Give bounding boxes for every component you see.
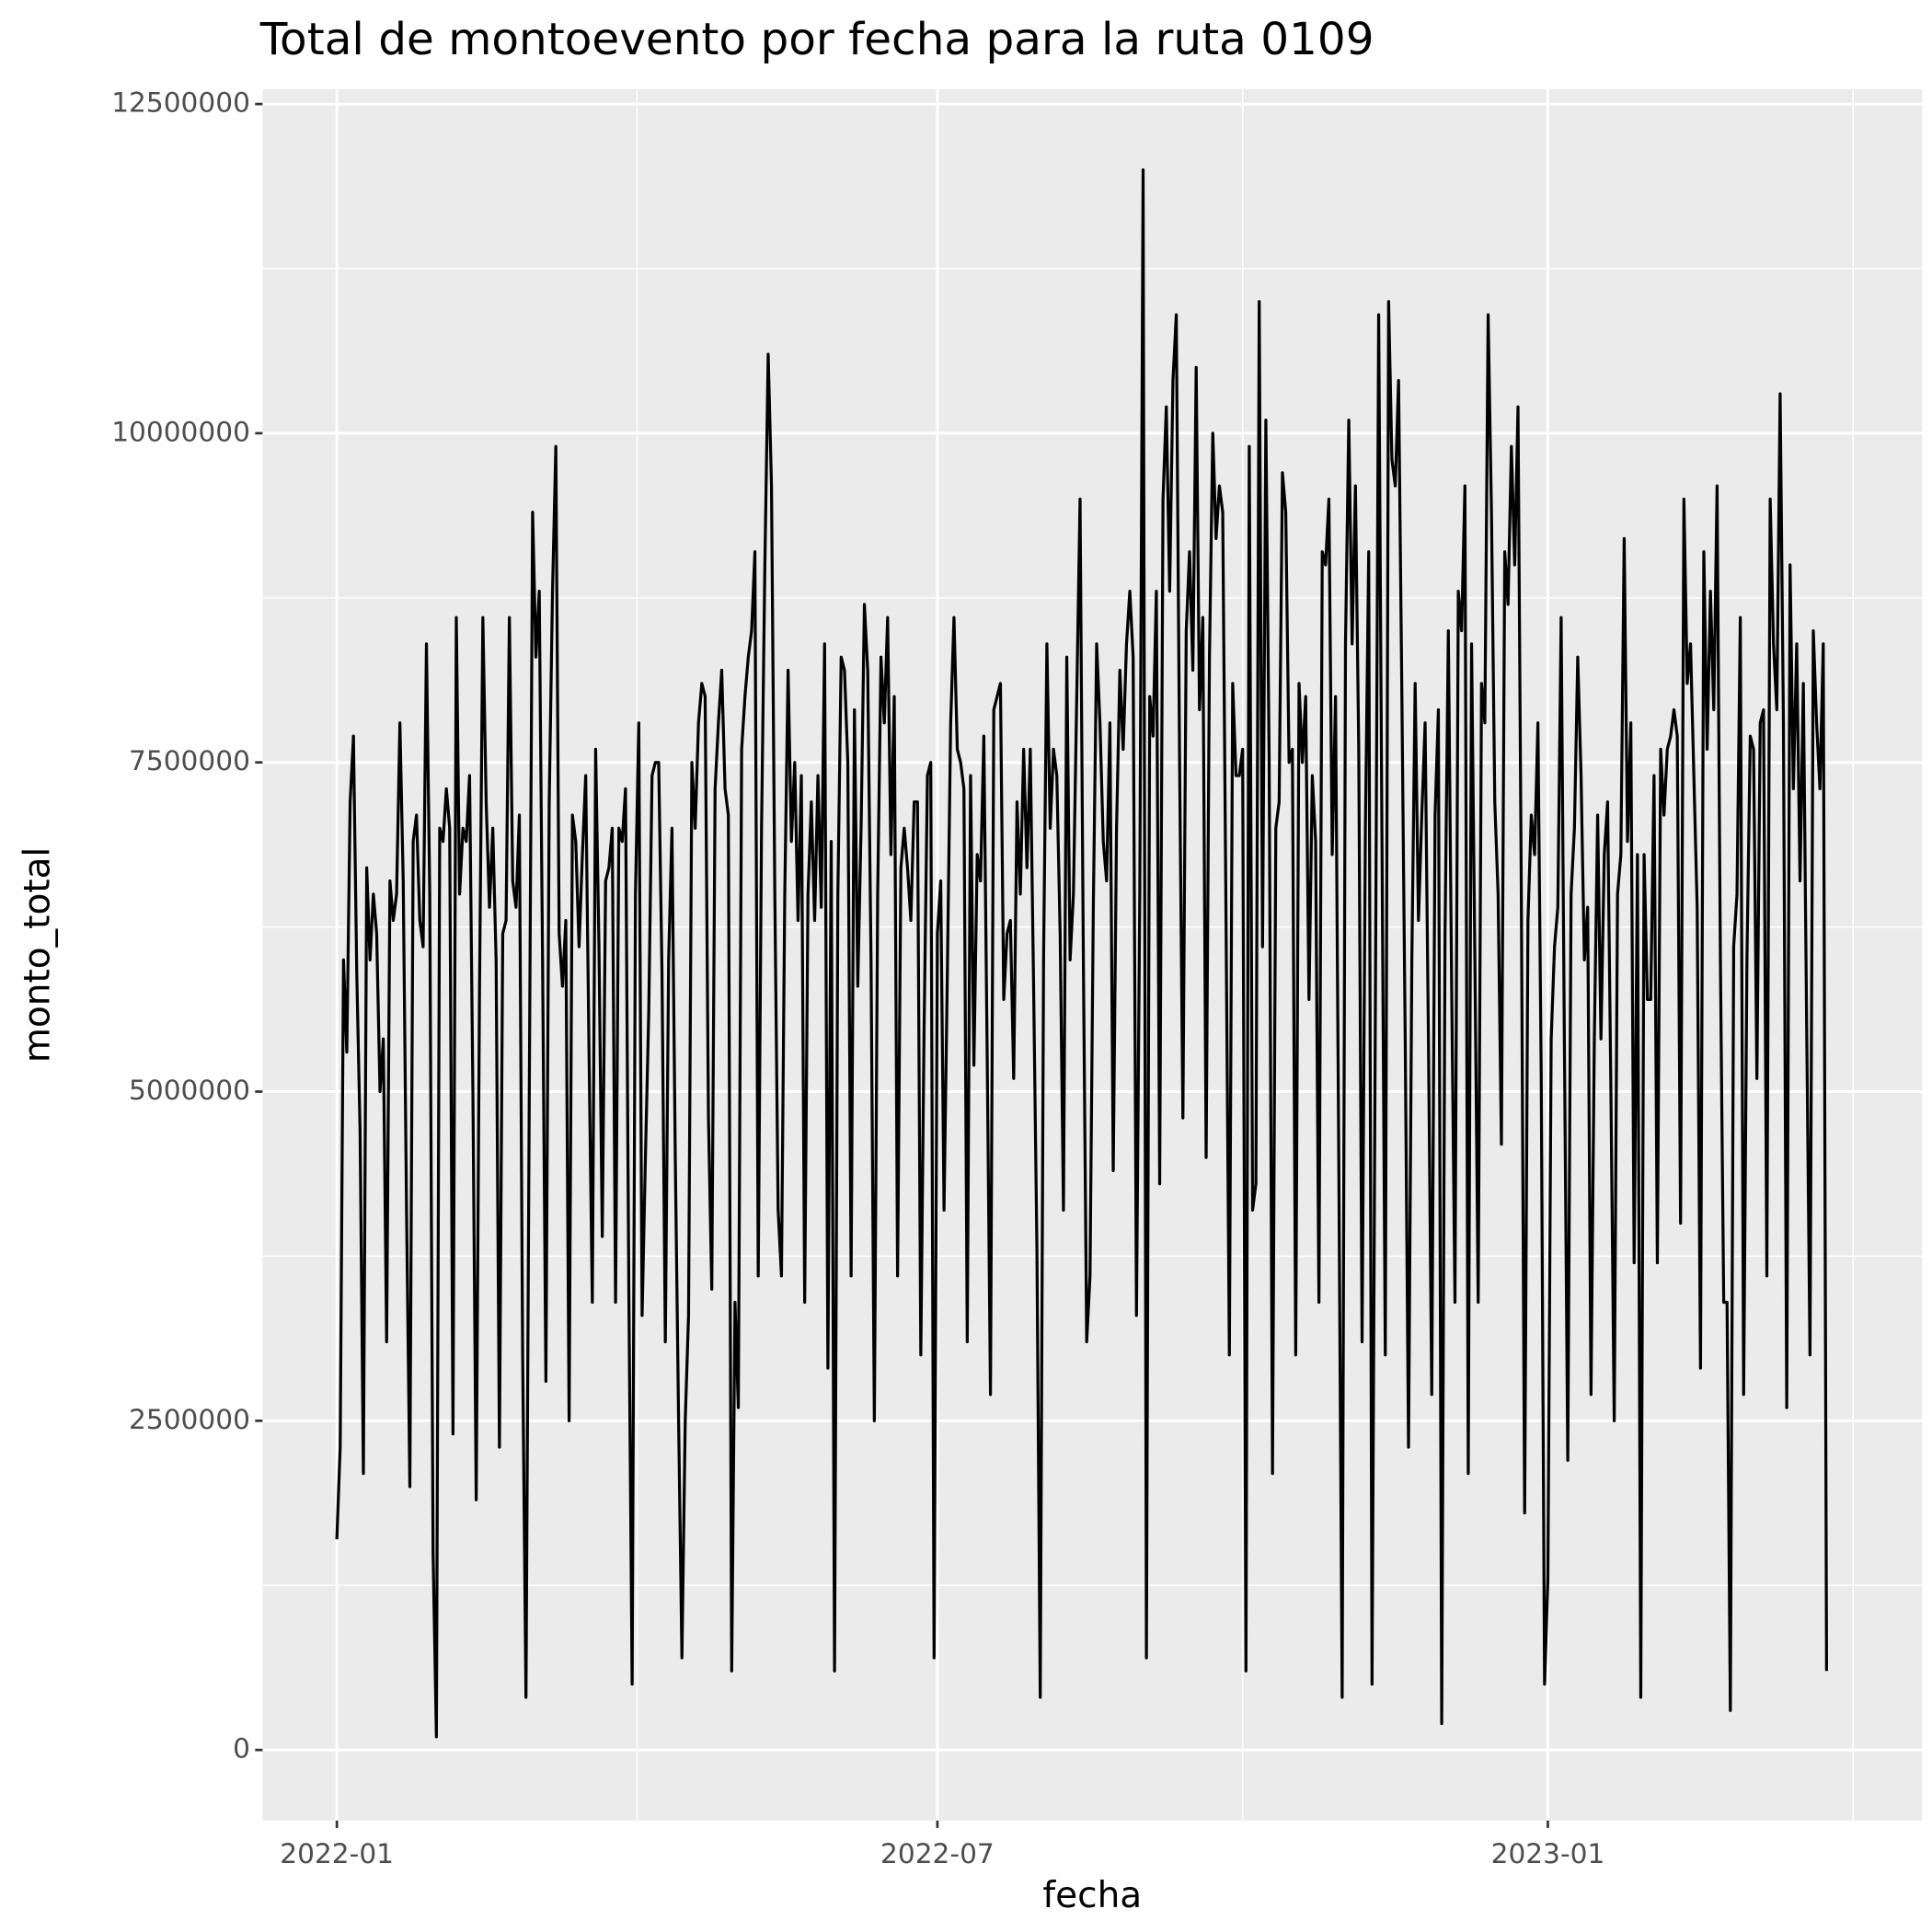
y-tick-label: 5000000 <box>129 1075 250 1106</box>
series-line <box>335 168 1829 1739</box>
y-tick-label: 0 <box>233 1733 250 1765</box>
y-tick-label: 12500000 <box>111 87 250 119</box>
x-axis-label: fecha <box>1042 1875 1142 1916</box>
y-axis-label: monto_total <box>17 847 59 1063</box>
x-tick-label: 2022-07 <box>880 1838 995 1869</box>
y-tick-label: 7500000 <box>129 745 250 776</box>
x-tick-label: 2022-01 <box>280 1838 394 1869</box>
chart-title: Total de montoevento por fecha para la r… <box>259 14 1374 65</box>
axes: 0 2500000 5000000 7500000 10000000 12500000 20… <box>111 87 1604 1869</box>
y-tick-label: 2500000 <box>129 1404 250 1435</box>
y-tick-label: 10000000 <box>111 416 250 447</box>
x-tick-label: 2023-01 <box>1491 1838 1605 1869</box>
marks <box>335 168 1829 1739</box>
